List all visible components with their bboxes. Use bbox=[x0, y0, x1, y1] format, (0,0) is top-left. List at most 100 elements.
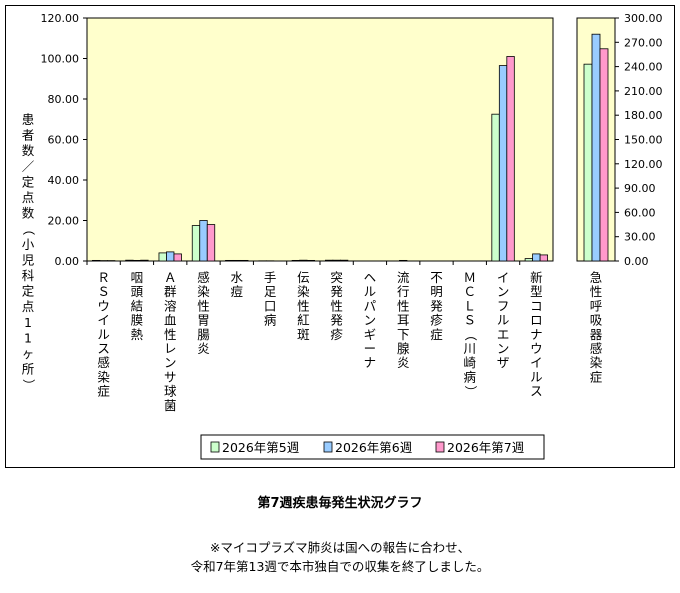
side-y-ticks: 0.00 30.00 60.00 90.00 120.00 150.00 180.00 210… bbox=[615, 12, 663, 268]
char: 感 bbox=[197, 270, 210, 285]
char: 染 bbox=[97, 369, 110, 384]
char: 血 bbox=[164, 313, 177, 328]
main-bar bbox=[332, 259, 341, 262]
char: 呼 bbox=[590, 298, 603, 313]
main-y-tick-label: 60.00 bbox=[48, 134, 80, 147]
char: 感 bbox=[97, 355, 110, 370]
char: 科 bbox=[22, 268, 35, 283]
char: レ bbox=[164, 341, 177, 356]
side-y-tick-label: 180.00 bbox=[624, 109, 663, 122]
char: Ｓ bbox=[97, 284, 110, 299]
char: 発 bbox=[330, 284, 343, 299]
char: 伝 bbox=[297, 270, 310, 285]
char: パ bbox=[364, 298, 377, 313]
main-bar bbox=[524, 258, 534, 262]
main-bar bbox=[532, 253, 541, 262]
char: 定 bbox=[22, 284, 35, 299]
char: （ bbox=[463, 329, 478, 342]
char: ザ bbox=[497, 355, 510, 370]
side-y-tick-label: 300.00 bbox=[624, 12, 663, 25]
char: 発 bbox=[330, 313, 343, 328]
side-y-tick-label: 210.00 bbox=[624, 85, 663, 98]
char: 型 bbox=[530, 284, 543, 299]
char: 数 bbox=[22, 206, 35, 221]
side-bars bbox=[583, 33, 609, 262]
char: 1 bbox=[24, 315, 32, 330]
main-bar bbox=[173, 253, 182, 262]
char: 腸 bbox=[197, 327, 210, 342]
char: 手 bbox=[264, 270, 277, 285]
char: Ｌ bbox=[464, 298, 477, 313]
main-bar bbox=[498, 65, 508, 262]
char: 球 bbox=[164, 384, 177, 399]
char: 疹 bbox=[430, 313, 443, 328]
char: 児 bbox=[22, 252, 35, 267]
char: 腺 bbox=[397, 341, 410, 356]
char: フ bbox=[497, 298, 510, 313]
char: イ bbox=[497, 270, 510, 285]
char: 斑 bbox=[297, 327, 310, 342]
char: ヶ bbox=[22, 346, 35, 361]
char: 性 bbox=[297, 298, 310, 313]
char: ル bbox=[364, 284, 377, 299]
main-bar bbox=[291, 259, 301, 262]
char: 水 bbox=[231, 270, 244, 285]
side-y-tick-label: 120.00 bbox=[624, 158, 663, 171]
main-bar bbox=[158, 252, 167, 262]
char: 感 bbox=[590, 341, 603, 356]
side-y-tick-label: 240.00 bbox=[624, 61, 663, 74]
char: 病 bbox=[464, 369, 477, 384]
char: 器 bbox=[590, 327, 603, 342]
char: （ bbox=[21, 223, 36, 236]
char: ル bbox=[97, 327, 110, 342]
main-bar bbox=[232, 259, 241, 262]
char: ン bbox=[164, 355, 177, 370]
char: 疹 bbox=[330, 327, 343, 342]
legend-label: 2026年第7週 bbox=[447, 440, 525, 455]
main-bar bbox=[199, 220, 208, 262]
char: コ bbox=[530, 298, 543, 313]
char: 症 bbox=[590, 369, 603, 384]
char: 性 bbox=[197, 298, 210, 313]
char: 症 bbox=[97, 384, 110, 399]
main-y-tick-label: 80.00 bbox=[48, 93, 80, 106]
side-bar bbox=[591, 33, 601, 262]
char: 流 bbox=[397, 270, 410, 285]
char: 膜 bbox=[131, 313, 144, 328]
char: 紅 bbox=[297, 313, 310, 328]
char: 新 bbox=[530, 270, 543, 285]
char: ヘ bbox=[364, 270, 377, 285]
main-y-tick-label: 100.00 bbox=[41, 53, 80, 66]
main-y-tick-label: 40.00 bbox=[48, 174, 80, 187]
main-bar bbox=[539, 254, 549, 262]
main-category-label: 水痘 bbox=[231, 270, 244, 299]
char: 口 bbox=[264, 298, 277, 313]
main-bar bbox=[125, 259, 134, 262]
char: 1 bbox=[24, 330, 32, 345]
main-category-labels: ＲＳウイルス感染症咽頭結膜熱Ａ群溶血性レンサ球菌感染性胃腸炎水痘手足口病伝染性紅… bbox=[86, 261, 543, 413]
char: 吸 bbox=[590, 313, 603, 328]
char: ギ bbox=[364, 327, 377, 342]
main-y-tick-label: 20.00 bbox=[48, 215, 80, 228]
legend-swatch bbox=[210, 441, 220, 453]
main-bar bbox=[324, 259, 334, 262]
char: Ｍ bbox=[464, 270, 477, 285]
main-bar bbox=[339, 259, 349, 262]
chart-caption-title: 第7週疾患毎発生状況グラフ bbox=[257, 496, 423, 511]
char: ス bbox=[97, 341, 110, 356]
char: 患 bbox=[22, 112, 35, 127]
char: 所 bbox=[22, 362, 35, 377]
char: 染 bbox=[590, 355, 603, 370]
main-bar bbox=[206, 224, 216, 262]
char: 下 bbox=[397, 327, 410, 342]
char: 崎 bbox=[464, 355, 477, 370]
char: ） bbox=[463, 385, 478, 398]
